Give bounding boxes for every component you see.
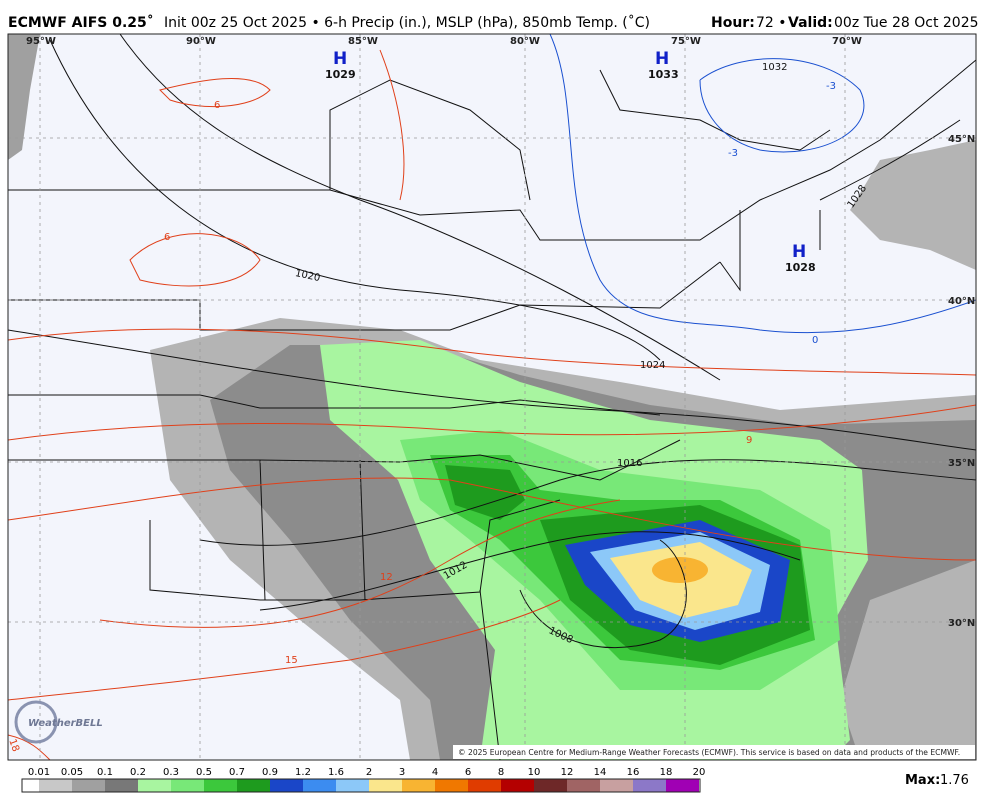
colorbar-label: 0.2 [130, 767, 146, 778]
colorbar-swatch [633, 779, 666, 792]
map: 95°W 90°W 85°W 80°W 75°W 70°W 45°N 40°N … [6, 33, 977, 761]
model-name: ECMWF AIFS 0.25˚ [8, 14, 154, 31]
colorbar-label: 6 [465, 767, 471, 778]
borders [8, 59, 976, 760]
colorbar-label: 20 [693, 767, 706, 778]
longitude-label: 75°W [671, 36, 701, 47]
max-label: Max: [905, 773, 940, 788]
cold-contours [549, 34, 976, 334]
colorbar-label: 16 [627, 767, 640, 778]
colorbar-label: 2 [366, 767, 372, 778]
colorbar-label: 0.1 [97, 767, 113, 778]
isobar-label: 1024 [640, 360, 665, 371]
temperature-label: -3 [826, 81, 836, 92]
graticule [8, 34, 976, 760]
colorbar-label: 0.05 [61, 767, 83, 778]
latitude-label: 40°N [948, 296, 975, 307]
longitude-label: 80°W [510, 36, 540, 47]
colorbar-label: 0.9 [262, 767, 278, 778]
colorbar-swatch [22, 779, 39, 792]
colorbar-swatch [468, 779, 501, 792]
colorbar-frame [21, 778, 701, 793]
valid-label: Valid: [788, 15, 833, 31]
isobars [8, 34, 976, 649]
colorbar-swatch [303, 779, 336, 792]
colorbar-swatch [105, 779, 138, 792]
colorbar-swatch [501, 779, 534, 792]
colorbar-label: 1.6 [328, 767, 344, 778]
colorbar-swatch [204, 779, 237, 792]
colorbar-swatch [666, 779, 699, 792]
colorbar-label: 0.7 [229, 767, 245, 778]
high-pressure: 1028 [785, 261, 816, 274]
isobar-label: 1032 [762, 62, 787, 73]
colorbar-label: 14 [594, 767, 607, 778]
colorbar-swatch [336, 779, 369, 792]
isobar-label: 1016 [617, 458, 642, 469]
longitude-label: 90°W [186, 36, 216, 47]
precip-gray [8, 34, 40, 160]
colorbar-swatch [270, 779, 303, 792]
colorbar-swatch [39, 779, 72, 792]
colorbar-swatch [237, 779, 270, 792]
colorbar-label: 0.01 [28, 767, 50, 778]
colorbar-swatch [171, 779, 204, 792]
longitude-label: 95°W [26, 36, 56, 47]
colorbar-swatch [72, 779, 105, 792]
temperature-label: 12 [380, 572, 393, 583]
colorbar-swatch [600, 779, 633, 792]
map-frame [7, 33, 977, 761]
watermark-logo [14, 700, 58, 744]
colorbar-swatch [138, 779, 171, 792]
longitude-label: 70°W [832, 36, 862, 47]
high-pressure: 1029 [325, 68, 356, 81]
colorbar-swatch [534, 779, 567, 792]
colorbar-label: 3 [399, 767, 405, 778]
precip-orange [652, 557, 708, 583]
high-pressure: 1033 [648, 68, 679, 81]
colorbar-label: 0.5 [196, 767, 212, 778]
temperature-label: 9 [746, 435, 752, 446]
colorbar-label: 12 [561, 767, 574, 778]
high-symbol: H [333, 49, 347, 69]
valid: 00z Tue 28 Oct 2025 [834, 15, 979, 31]
hour: 72 • [756, 15, 787, 31]
longitude-label: 85°W [348, 36, 378, 47]
colorbar-label: 10 [528, 767, 541, 778]
colorbar-swatch [567, 779, 600, 792]
watermark: WeatherBELL [28, 718, 103, 729]
colorbar-swatch [369, 779, 402, 792]
temperature-label: -3 [728, 148, 738, 159]
temperature-label: 6 [164, 232, 170, 243]
colorbar: 0.01 0.05 0.1 0.2 0.3 0.5 0.7 0.9 1.2 1.6 2 3 4 6 8 10 1… [21, 767, 706, 793]
colorbar-label: 8 [498, 767, 504, 778]
colorbar-swatch [435, 779, 468, 792]
temperature-label: 18 [6, 738, 21, 754]
colorbar-label: 18 [660, 767, 673, 778]
colorbar-label: 0.3 [163, 767, 179, 778]
max-value: 1.76 [940, 773, 969, 788]
precip-gray [850, 140, 976, 270]
copyright: © 2025 European Centre for Medium-Range … [458, 748, 960, 757]
colorbar-label: 1.2 [295, 767, 311, 778]
high-symbol: H [655, 49, 669, 69]
temperature-label: 15 [285, 655, 298, 666]
latitude-label: 35°N [948, 458, 975, 469]
hour-label: Hour: [711, 15, 755, 31]
copyright-box [453, 745, 975, 759]
isobar-label: 1020 [294, 268, 321, 284]
colorbar-label: 4 [432, 767, 438, 778]
latitude-label: 45°N [948, 134, 975, 145]
high-symbol: H [792, 242, 806, 262]
temperature-label: 6 [214, 100, 220, 111]
title: Init 00z 25 Oct 2025 • 6-h Precip (in.),… [164, 14, 650, 31]
temperature-label: 0 [812, 335, 818, 346]
colorbar-swatch [402, 779, 435, 792]
temperature-contours [8, 49, 976, 760]
latitude-label: 30°N [948, 618, 975, 629]
